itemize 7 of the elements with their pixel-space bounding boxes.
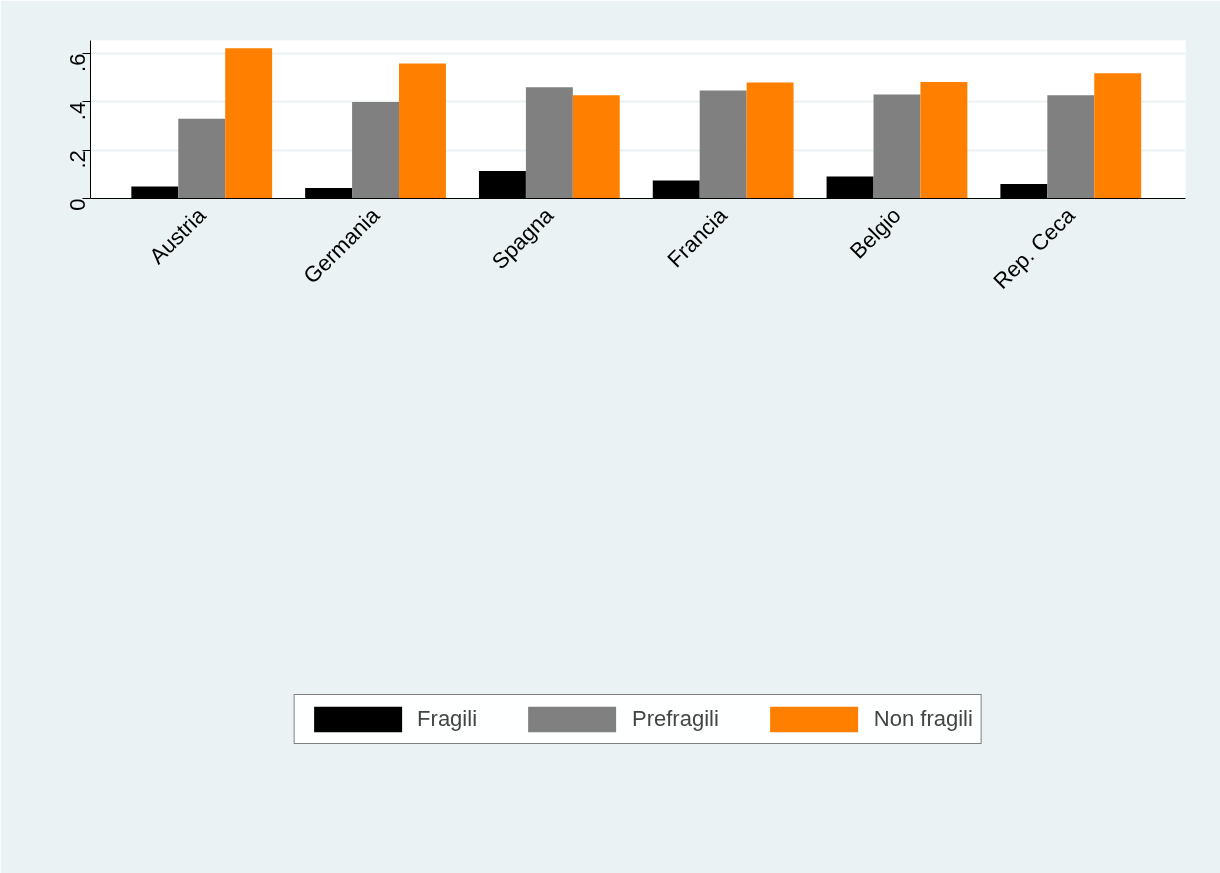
legend-label: Prefragili [632,705,719,732]
y-tick-label: 0 [65,198,90,211]
y-tick-label: .6 [65,53,90,72]
y-tick-label: .2 [65,150,90,169]
legend-label: Non fragili [873,705,973,732]
legend-label: Fragili [417,705,478,732]
y-tick-label: .4 [65,101,90,121]
